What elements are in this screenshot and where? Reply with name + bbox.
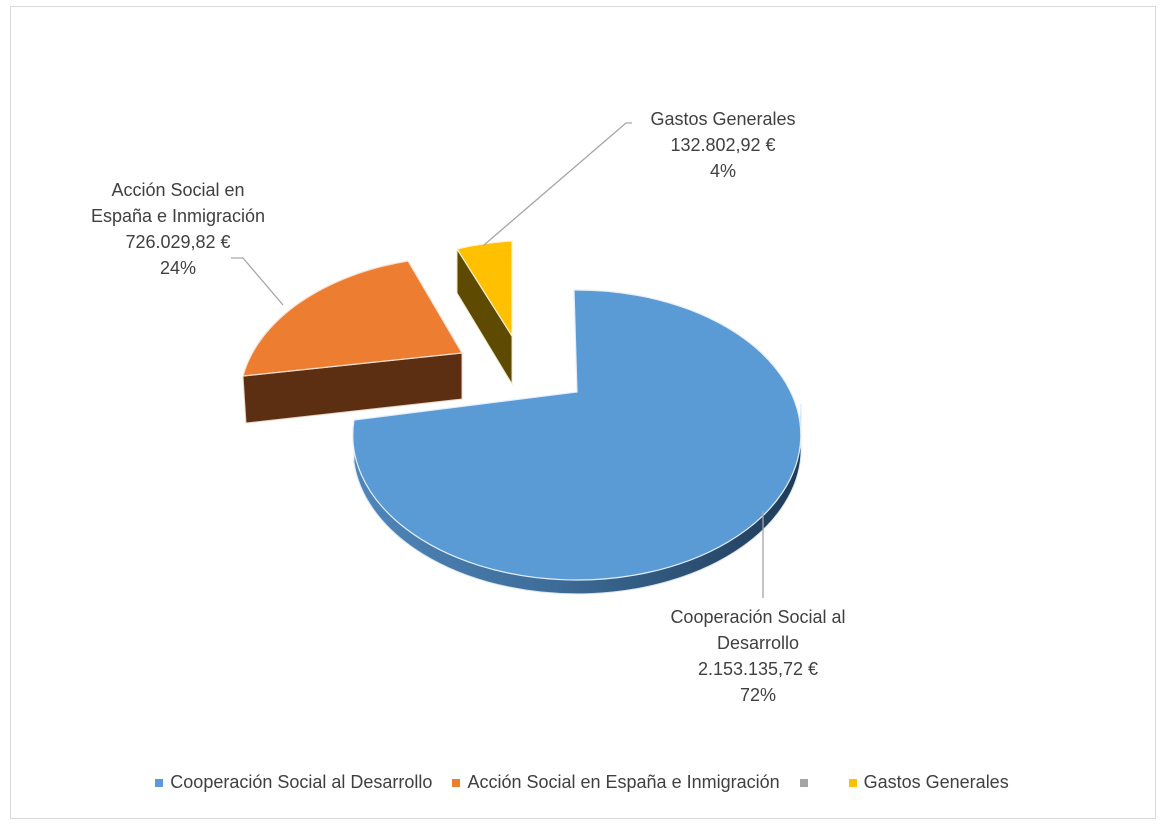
slice-name-gastos-generales: Gastos Generales — [650, 109, 796, 129]
pie-slice-accion-social — [242, 260, 463, 424]
legend-swatch-gray — [799, 778, 808, 787]
slice-percent-cooperacion: 72% — [739, 685, 777, 705]
pie-slice-accion-social-top — [242, 260, 463, 377]
legend-label-accion-social: Acción Social en España e Inmigración — [467, 772, 780, 792]
slice-name-accion-social-line1: Acción Social en — [111, 180, 245, 200]
data-label-gastos-generales: Gastos Generales 132.802,92 € 4% — [603, 106, 843, 184]
legend-label-gastos-generales: Gastos Generales — [863, 772, 1009, 792]
pie-slice-gastos-generales-top — [456, 240, 513, 339]
pie-slice-cooperacion-top — [352, 289, 802, 581]
legend-item-gastos-generales: Gastos Generales — [848, 772, 1009, 793]
pie-slice-gastos-generales — [456, 240, 513, 386]
slice-percent-accion-social: 24% — [159, 258, 197, 278]
legend-swatch-orange — [452, 778, 461, 787]
leader-line-gastos-generales — [483, 122, 632, 246]
legend-item-accion-social: Acción Social en España e Inmigración — [452, 772, 780, 793]
slice-name-cooperacion-line1: Cooperación Social al — [670, 607, 846, 627]
legend-item-unnamed — [799, 778, 829, 787]
slice-percent-gastos-generales: 4% — [709, 161, 736, 181]
legend-swatch-blue — [155, 778, 164, 787]
pie-slice-cooperacion — [352, 289, 802, 595]
leader-line-accion-social — [231, 257, 284, 306]
slice-name-cooperacion-line2: Desarrollo — [716, 633, 800, 653]
data-label-cooperacion: Cooperación Social al Desarrollo 2.153.1… — [638, 604, 878, 708]
slice-value-gastos-generales: 132.802,92 € — [670, 135, 776, 155]
chart-legend: Cooperación Social al Desarrollo Acción … — [0, 772, 1164, 793]
data-label-accion-social: Acción Social en España e Inmigración 72… — [58, 177, 298, 281]
legend-swatch-yellow — [848, 778, 857, 787]
slice-value-accion-social: 726.029,82 € — [125, 232, 231, 252]
legend-label-cooperacion: Cooperación Social al Desarrollo — [170, 772, 433, 792]
legend-item-cooperacion: Cooperación Social al Desarrollo — [155, 772, 432, 793]
slice-value-cooperacion: 2.153.135,72 € — [697, 659, 819, 679]
slice-name-accion-social-line2: España e Inmigración — [90, 206, 266, 226]
